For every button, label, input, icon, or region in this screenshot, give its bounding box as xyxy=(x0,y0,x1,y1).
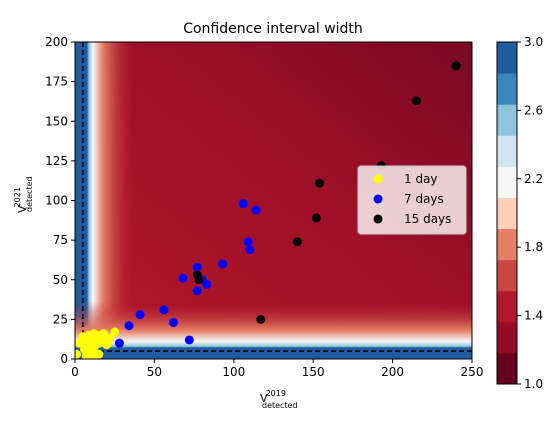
svg-text:V2021: V2021 xyxy=(13,187,29,213)
scatter-point xyxy=(192,262,202,272)
scatter-point xyxy=(218,259,228,269)
y-axis-label: V2021 detected xyxy=(13,176,34,213)
colorbar-band xyxy=(497,321,517,354)
scatter-point xyxy=(99,329,109,339)
legend-marker xyxy=(373,174,383,184)
x-axis-label-sub: detected xyxy=(262,401,298,410)
legend-label: 7 days xyxy=(404,192,444,206)
scatter-point xyxy=(245,245,255,255)
legend-marker xyxy=(373,194,383,204)
scatter-point xyxy=(89,352,99,359)
x-tick-label: 150 xyxy=(302,365,325,379)
colorbar-tick-label: 1.8 xyxy=(524,240,543,254)
scatter-point xyxy=(135,310,145,320)
y-tick-label: 50 xyxy=(53,273,68,287)
scatter-point xyxy=(311,213,321,223)
colorbar: 1.0 1.4 1.8 2.2 2.6 3.0 xyxy=(496,35,543,391)
colorbar-tick-label: 3.0 xyxy=(524,35,543,49)
colorbar-band xyxy=(497,135,517,167)
scatter-point xyxy=(292,237,302,247)
scatter-point xyxy=(159,305,169,315)
y-tick-label: 75 xyxy=(53,233,68,247)
scatter-point xyxy=(105,333,115,343)
scatter-point xyxy=(178,273,188,283)
colorbar-band xyxy=(497,197,517,230)
scatter-point xyxy=(451,61,461,71)
y-tick-label: 25 xyxy=(53,312,68,326)
x-axis-label-sup: 2019 xyxy=(266,389,286,398)
svg-text:V2019: V2019 xyxy=(260,389,286,405)
colorbar-band xyxy=(497,259,517,292)
colorbar-band xyxy=(497,290,517,323)
scatter-points xyxy=(75,61,461,359)
x-axis-label-base: V xyxy=(260,392,268,405)
y-tick-label: 0 xyxy=(60,352,68,366)
x-tick-label: 50 xyxy=(147,365,162,379)
scatter-point xyxy=(243,237,253,247)
y-axis-label-sup: 2021 xyxy=(13,187,22,207)
scatter-point xyxy=(256,314,266,324)
legend-box xyxy=(357,165,467,235)
chart-title: Confidence interval width xyxy=(183,21,363,37)
scatter-point xyxy=(194,275,204,285)
colorbar-band xyxy=(497,104,517,136)
x-tick-label: 200 xyxy=(381,365,404,379)
scatter-point xyxy=(75,349,82,359)
scatter-point xyxy=(124,321,134,331)
y-tick-label: 175 xyxy=(45,75,68,89)
scatter-point xyxy=(251,205,261,215)
y-tick-label: 100 xyxy=(45,194,68,208)
scatter-point xyxy=(192,286,202,296)
y-axis-ticks: 0 25 50 75 100 125 150 175 200 xyxy=(45,35,75,366)
colorbar-tick-label: 2.2 xyxy=(524,172,543,186)
y-tick-label: 200 xyxy=(45,35,68,49)
threshold-lines xyxy=(75,42,472,359)
colorbar-tick-label: 1.4 xyxy=(524,309,543,323)
scatter-point xyxy=(238,199,248,209)
scatter-point xyxy=(110,327,120,337)
scatter-point xyxy=(411,96,421,106)
legend-label: 1 day xyxy=(404,172,438,186)
colorbar-band xyxy=(497,42,517,74)
y-tick-label: 150 xyxy=(45,114,68,128)
x-tick-label: 250 xyxy=(461,365,484,379)
scatter-point xyxy=(114,338,124,348)
scatter-point xyxy=(202,280,212,290)
legend: 1 day 7 days 15 days xyxy=(357,165,467,235)
y-axis-label-sub: detected xyxy=(25,176,34,212)
y-axis-label-base: V xyxy=(16,205,29,213)
legend-label: 15 days xyxy=(404,212,451,226)
colorbar-tick-label: 1.0 xyxy=(524,377,543,391)
colorbar-frame xyxy=(496,41,518,385)
legend-marker xyxy=(373,214,383,224)
colorbar-band xyxy=(497,228,517,261)
x-tick-label: 100 xyxy=(222,365,245,379)
colorbar-tick-label: 2.6 xyxy=(524,103,543,117)
scatter-point xyxy=(184,335,194,345)
colorbar-band xyxy=(497,166,517,198)
colorbar-band xyxy=(497,73,517,105)
x-axis-label: V2019 detected xyxy=(260,389,298,410)
y-tick-label: 125 xyxy=(45,154,68,168)
scatter-point xyxy=(168,318,178,328)
x-tick-label: 0 xyxy=(71,365,79,379)
x-axis-ticks: 0 50 100 150 200 250 xyxy=(71,359,483,379)
colorbar-band xyxy=(497,352,517,385)
scatter-point xyxy=(83,346,93,356)
scatter-point xyxy=(315,178,325,188)
